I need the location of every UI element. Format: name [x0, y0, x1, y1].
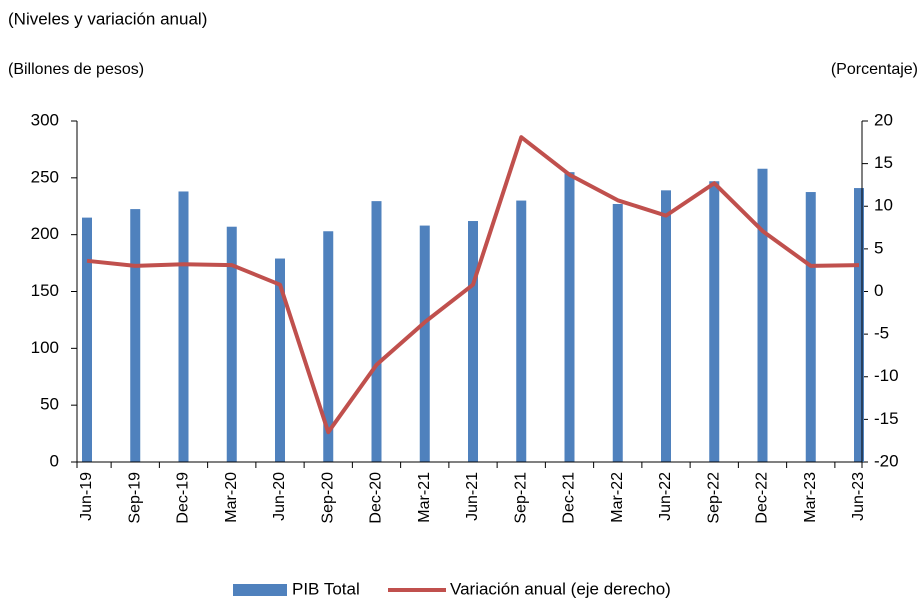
y2-tick-label: -20 [874, 451, 899, 470]
x-tick-label: Mar-21 [416, 472, 433, 523]
bar [709, 181, 720, 462]
y-tick-label: 50 [40, 395, 59, 414]
legend-label: PIB Total [292, 579, 360, 598]
bar [275, 258, 285, 462]
legend-swatch [233, 584, 287, 596]
x-tick-label: Dec-20 [368, 472, 385, 524]
bar [564, 172, 575, 462]
bar [82, 217, 92, 462]
x-tick-label: Dec-21 [561, 472, 578, 524]
bar [371, 201, 382, 462]
bar [226, 226, 237, 462]
x-tick-label: Dec-22 [754, 472, 771, 524]
x-tick-label: Jun-20 [271, 472, 288, 521]
x-tick-label: Sep-20 [319, 472, 336, 524]
y-axis-label: (Billones de pesos) [8, 61, 144, 78]
line [86, 135, 860, 435]
y2-axis-label: (Porcentaje) [831, 61, 918, 78]
x-tick-label: Dec-19 [175, 472, 192, 524]
bar [178, 191, 189, 462]
bar [612, 203, 623, 462]
y-tick-label: 300 [31, 110, 59, 129]
y2-tick-label: -10 [874, 366, 899, 385]
bar [661, 190, 671, 462]
bar [757, 168, 768, 463]
x-tick-label: Mar-22 [609, 472, 626, 523]
x-tick-label: Mar-23 [802, 472, 819, 523]
x-tick-label: Sep-21 [512, 472, 529, 524]
y2-tick-label: 5 [874, 238, 883, 257]
bar [419, 225, 430, 462]
y-tick-label: 0 [50, 451, 59, 470]
bar [130, 209, 141, 462]
y2-tick-label: 20 [874, 110, 893, 129]
bar [854, 188, 864, 462]
y-tick-label: 250 [31, 167, 59, 186]
y-tick-label: 200 [31, 224, 59, 243]
y2-tick-label: -15 [874, 409, 899, 428]
x-tick-label: Jun-23 [850, 472, 867, 521]
x-tick-label: Mar-20 [223, 472, 240, 523]
chart-title: (Niveles y variación anual) [8, 9, 207, 28]
y2-tick-label: 0 [874, 281, 883, 300]
x-tick-label: Jun-21 [464, 472, 481, 521]
bar [516, 200, 527, 463]
bar [468, 221, 478, 462]
y-tick-label: 150 [31, 281, 59, 300]
y2-tick-label: 10 [874, 196, 893, 215]
y2-tick-label: -5 [874, 324, 889, 343]
x-tick-label: Jun-22 [657, 472, 674, 521]
bar [323, 231, 334, 462]
legend-label: Variación anual (eje derecho) [450, 579, 671, 598]
bar [805, 192, 816, 462]
x-tick-label: Sep-19 [126, 472, 143, 524]
x-tick-label: Jun-19 [78, 472, 95, 521]
y2-tick-label: 15 [874, 153, 893, 172]
y-tick-label: 100 [31, 338, 59, 357]
x-tick-label: Sep-22 [705, 472, 722, 524]
